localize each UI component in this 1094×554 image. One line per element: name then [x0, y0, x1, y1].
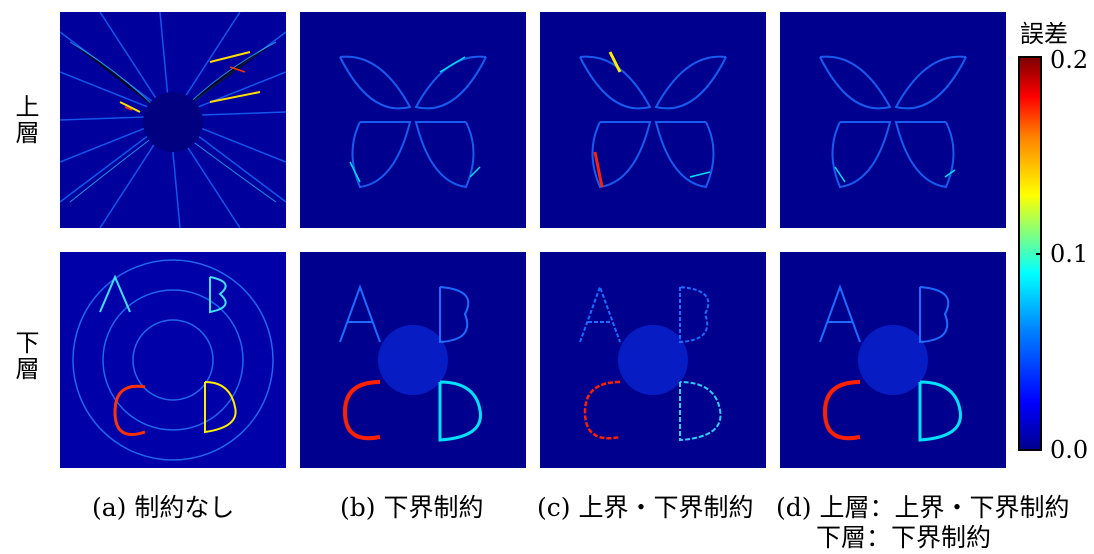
row-label-bottom: 下層 [11, 330, 39, 382]
panel-top-a [60, 12, 286, 228]
caption-c: (c) 上界・下界制約 [537, 493, 754, 522]
panel-top-b [300, 12, 526, 228]
panel-bottom-a [60, 252, 286, 468]
panel-bottom-d [780, 252, 1006, 468]
caption-a: (a) 制約なし [92, 493, 235, 522]
colorbar-tickmark-mid [1036, 253, 1042, 255]
panel-top-c [540, 12, 766, 228]
colorbar-title: 誤差 [1020, 20, 1068, 48]
panel-bottom-c [540, 252, 766, 468]
row-label-top: 上層 [11, 94, 39, 146]
panel-top-d [780, 12, 1006, 228]
colorbar-tick-min: 0.0 [1050, 436, 1089, 464]
caption-d-line1: (d) 上層：上界・下界制約 [776, 493, 1070, 522]
caption-b: (b) 下界制約 [340, 493, 484, 522]
panel-bottom-b [300, 252, 526, 468]
colorbar-tick-mid: 0.1 [1050, 240, 1089, 268]
caption-d-line2: 下層：下界制約 [816, 523, 992, 552]
colorbar-tick-max: 0.2 [1050, 46, 1089, 74]
